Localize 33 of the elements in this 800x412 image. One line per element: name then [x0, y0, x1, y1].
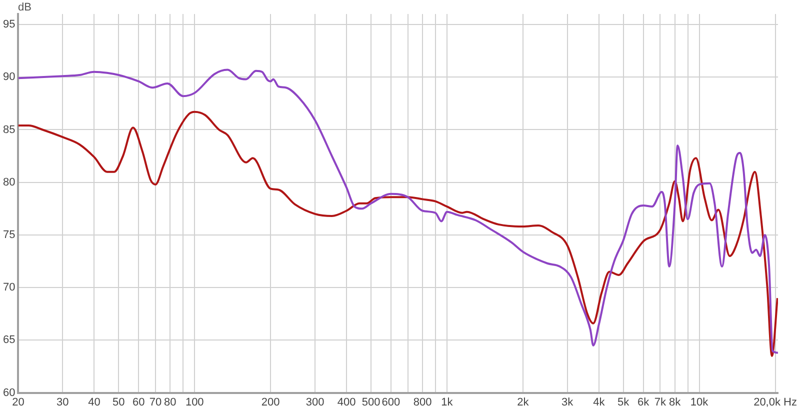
x-tick-label: 7k	[654, 396, 667, 408]
y-tick-label: 80	[2, 176, 16, 188]
x-tick-label: 6k	[638, 396, 650, 408]
x-tick-label: 300	[306, 396, 324, 408]
x-tick-label: 20,0k Hz	[754, 396, 797, 408]
y-axis-title: dB	[18, 2, 32, 14]
x-tick-label: 30	[56, 396, 69, 408]
x-tick-label: 3k	[562, 396, 574, 408]
y-tick-label: 75	[2, 229, 16, 241]
y-tick-label: 60	[2, 386, 16, 399]
x-tick-label: 50	[112, 396, 125, 408]
x-tick-label: 800	[413, 396, 432, 408]
y-tick-label: 65	[2, 334, 16, 346]
x-tick-label: 1k	[441, 396, 454, 408]
x-tick-label: 8k	[669, 396, 682, 408]
x-tick-label: 500	[362, 396, 380, 408]
x-tick-label: 100	[185, 396, 204, 408]
y-tick-label: 95	[2, 18, 16, 31]
x-tick-label: 600	[382, 396, 400, 408]
x-tick-label: 5k	[618, 396, 630, 408]
x-tick-label: 60	[132, 396, 145, 408]
x-tick-label: 200	[261, 396, 280, 408]
y-tick-label: 90	[2, 71, 16, 84]
x-tick-label: 4k	[593, 396, 606, 408]
x-tick-label: 10k	[690, 396, 709, 408]
y-tick-label: 70	[2, 282, 16, 294]
y-tick-label: 85	[2, 124, 16, 136]
x-tick-label: 70	[149, 396, 162, 408]
x-tick-label: 2k	[517, 396, 530, 408]
x-tick-label: 40	[88, 396, 100, 408]
x-tick-label: 20	[12, 396, 24, 408]
x-tick-label: 400	[337, 396, 356, 408]
x-tick-label: 80	[164, 396, 176, 408]
